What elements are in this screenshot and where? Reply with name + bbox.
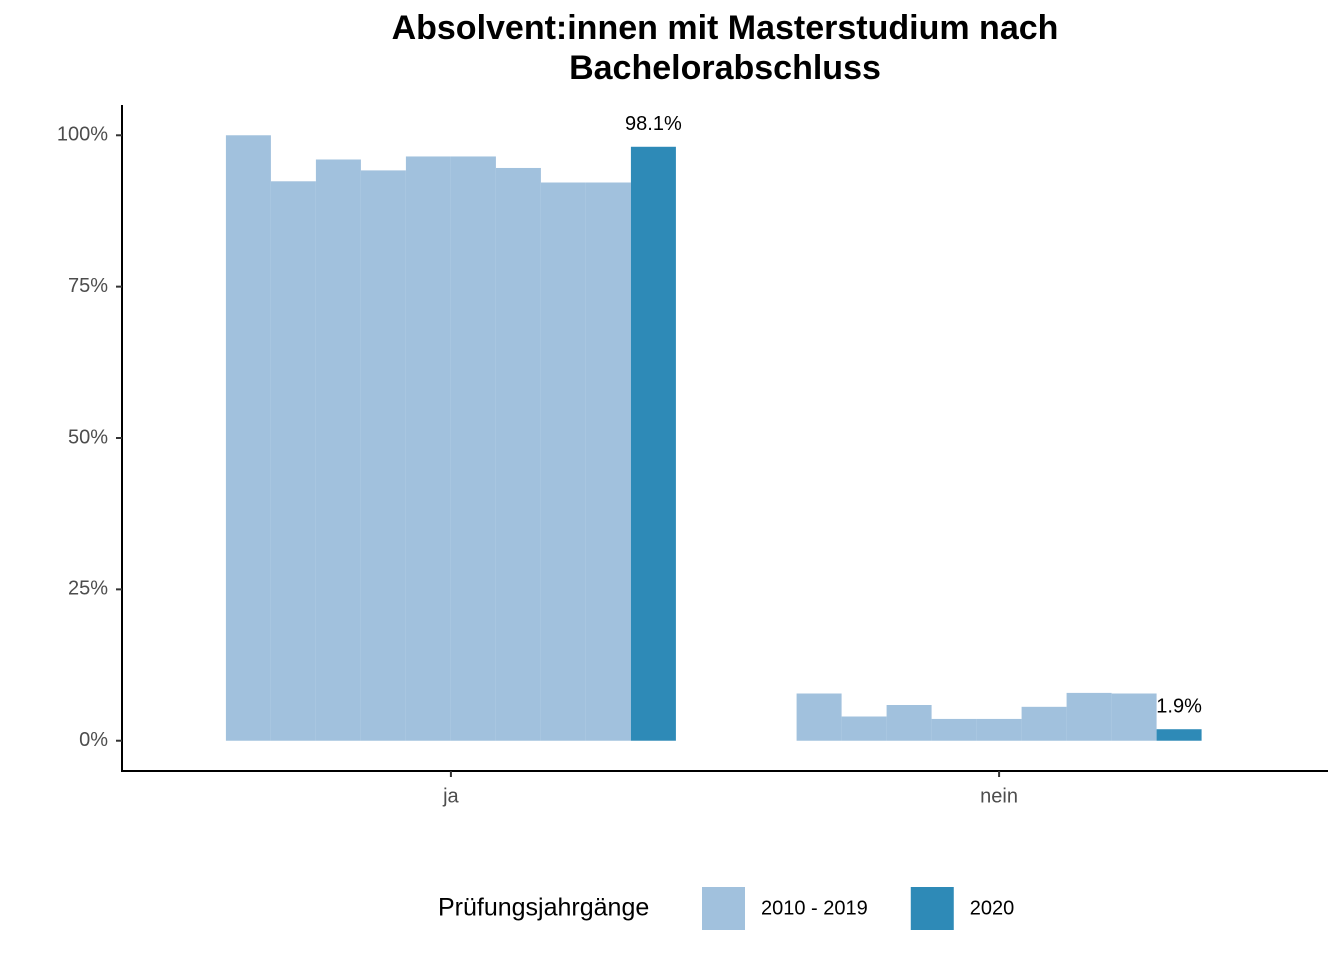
data-label: 98.1% (625, 113, 682, 135)
bar (540, 182, 586, 741)
legend-key (910, 887, 954, 930)
bar (495, 167, 541, 741)
bar (360, 170, 406, 741)
bar (976, 718, 1022, 741)
x-tick-label: nein (980, 785, 1018, 807)
bar (630, 146, 676, 741)
bar (1066, 692, 1112, 741)
x-tick-label: ja (442, 785, 459, 807)
bar (450, 156, 496, 741)
y-tick-label: 100% (57, 124, 108, 146)
bar (931, 718, 977, 741)
y-tick-label: 75% (68, 275, 108, 297)
legend-label: 2010 - 2019 (761, 897, 868, 919)
bar (1156, 729, 1202, 741)
bar (315, 159, 361, 741)
bar (225, 135, 271, 741)
bar (886, 705, 932, 741)
y-tick-label: 50% (68, 426, 108, 448)
legend-title: Prüfungsjahrgänge (438, 894, 649, 922)
bar (1021, 706, 1067, 741)
bar (270, 181, 316, 741)
chart-title: Absolvent:innen mit Masterstudium nach (392, 9, 1059, 47)
bar (1111, 693, 1157, 741)
bar (585, 182, 631, 741)
legend-key (702, 887, 745, 930)
legend-label: 2020 (970, 897, 1015, 919)
y-tick-label: 0% (79, 729, 108, 751)
chart-title: Bachelorabschluss (569, 49, 881, 87)
bar (405, 156, 451, 741)
data-label: 1.9% (1156, 696, 1202, 718)
bar (796, 693, 842, 741)
y-tick-label: 25% (68, 578, 108, 600)
bar (841, 716, 887, 741)
